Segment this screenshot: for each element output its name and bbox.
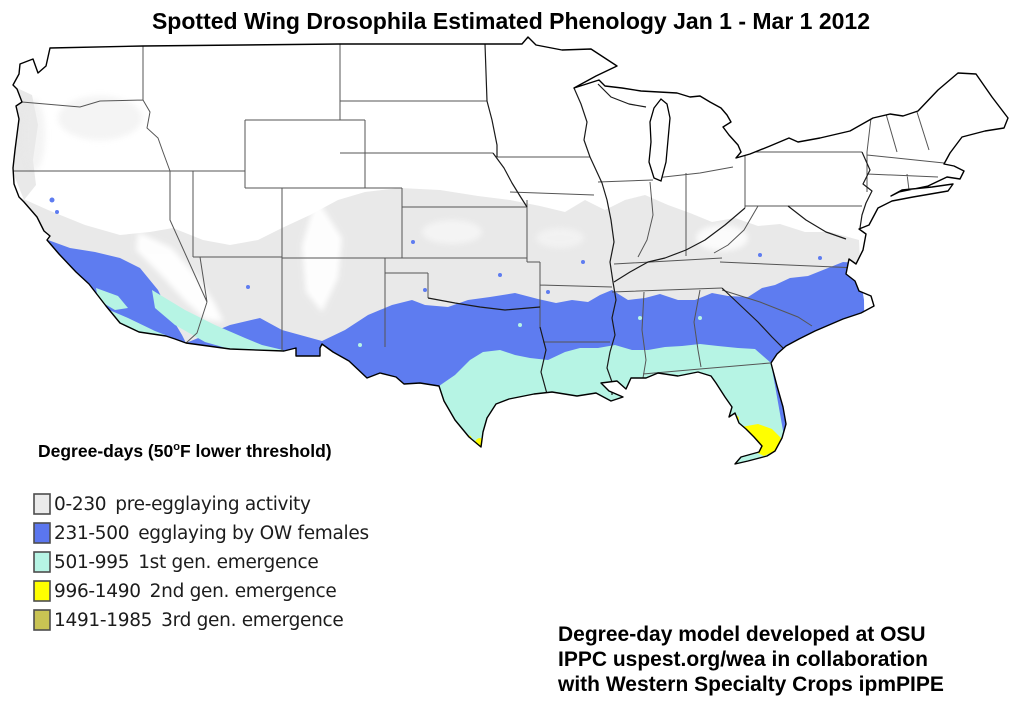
legend-label: 2nd gen. emergence: [149, 580, 337, 602]
degree-superscript: o: [173, 441, 180, 454]
legend-item-third-gen: 1491-1985 3rd gen. emergence: [33, 609, 369, 631]
legend-swatch-third-gen: [33, 609, 51, 631]
legend-swatch-first-gen: [33, 551, 51, 573]
zone-first-gen-valley: [96, 288, 128, 310]
legend-range: 501-995: [54, 551, 130, 573]
legend-label: pre-egglaying activity: [115, 493, 311, 515]
legend-swatch-second-gen: [33, 580, 51, 602]
legend-label: 1st gen. emergence: [138, 551, 319, 573]
legend-item-second-gen: 996-1490 2nd gen. emergence: [33, 580, 369, 602]
legend-header: Degree-days (50oF lower threshold): [38, 441, 332, 461]
legend-item-egglaying: 231-500 egglaying by OW females: [33, 522, 369, 544]
credit-line-1: Degree-day model developed at OSU: [558, 623, 926, 646]
legend-swatch-pre-egglaying: [33, 493, 51, 515]
zone-first-gen-arizona: [152, 290, 283, 356]
zone-second-gen-spots: [466, 415, 739, 448]
legend-label: egglaying by OW females: [138, 522, 369, 544]
zone-pre-egglaying-willamette: [23, 99, 45, 171]
zone-pre-egglaying-columbia-basin: [58, 96, 142, 140]
egglaying-speckles: [49, 197, 822, 294]
us-outline: [12, 36, 1009, 465]
legend-item-first-gen: 501-995 1st gen. emergence: [33, 551, 369, 573]
legend-swatch-egglaying: [33, 522, 51, 544]
page-title: Spotted Wing Drosophila Estimated Phenol…: [151, 8, 871, 34]
zone-egglaying-california: [48, 240, 186, 343]
credit-text: Degree-day model developed at OSU IPPC u…: [558, 622, 944, 697]
legend-range: 231-500: [54, 522, 130, 544]
legend: Degree-days (50oF lower threshold) 0-230…: [33, 441, 369, 638]
legend-rows: 0-230 pre-egglaying activity 231-500 eggla…: [33, 493, 369, 631]
terrain-white-patches: [136, 198, 748, 354]
legend-range: 996-1490: [54, 580, 141, 602]
first-gen-speckles: [358, 316, 702, 347]
legend-range: 0-230: [54, 493, 107, 515]
legend-label: 3rd gen. emergence: [161, 609, 344, 631]
lake-michigan: [648, 98, 671, 182]
legend-range: 1491-1985: [54, 609, 153, 631]
state-borders: [13, 44, 945, 379]
legend-item-pre-egglaying: 0-230 pre-egglaying activity: [33, 493, 369, 515]
river-borders: [427, 43, 873, 395]
credit-line-2: IPPC uspest.org/wea in collaboration: [558, 648, 928, 671]
credit-line-3: with Western Specialty Crops ipmPIPE: [558, 673, 944, 696]
zone-first-gen-gulf: [439, 344, 790, 464]
